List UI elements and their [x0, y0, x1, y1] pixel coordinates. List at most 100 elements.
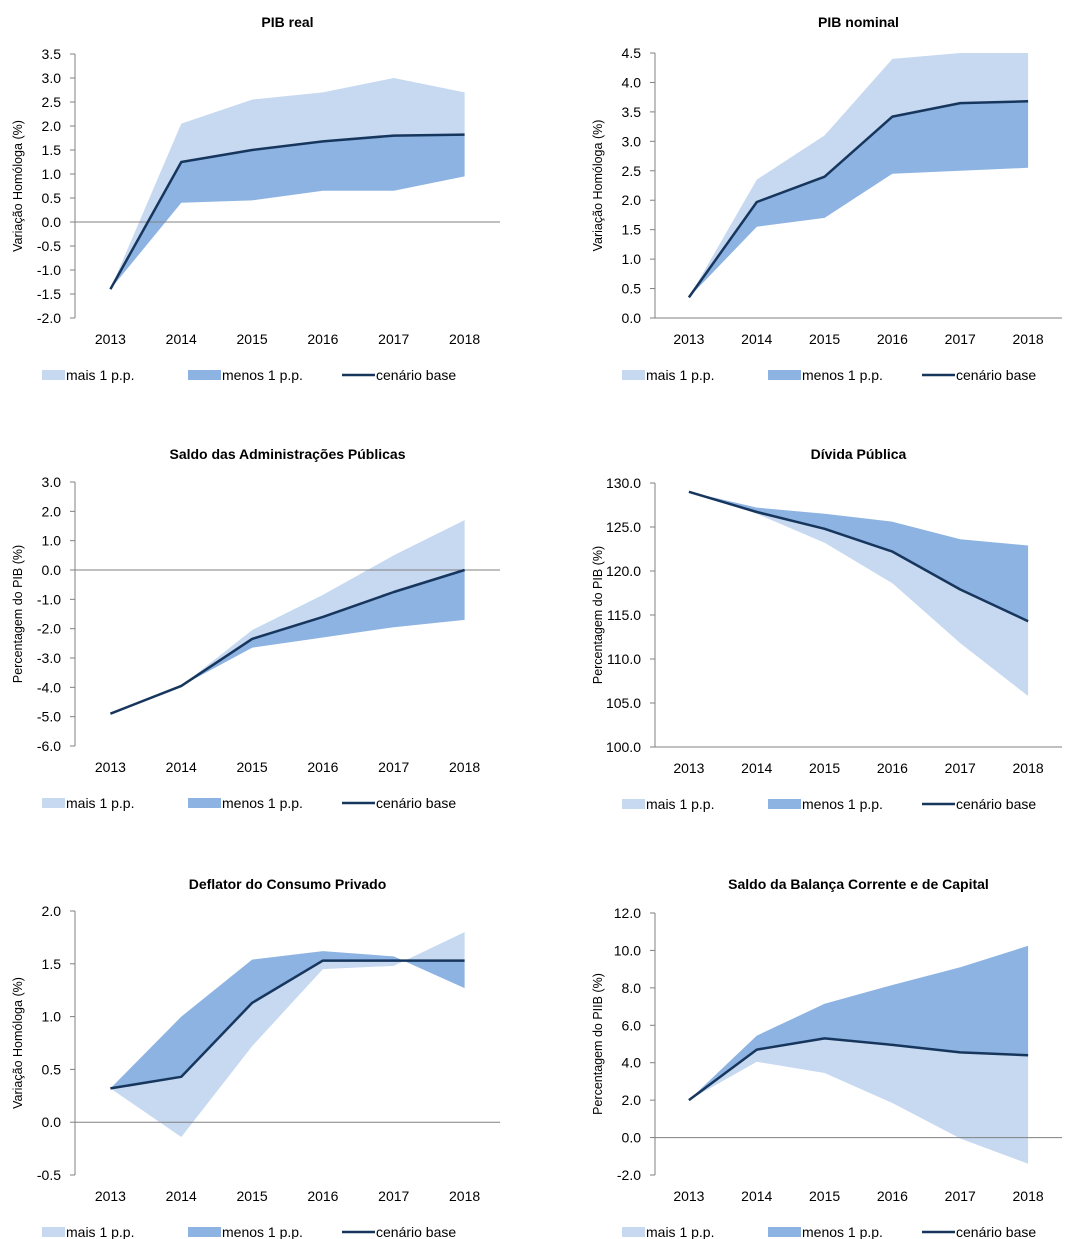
x-tick-label: 2014 — [741, 1188, 772, 1204]
y-tick-label: -6.0 — [37, 738, 61, 754]
x-tick-label: 2015 — [809, 331, 840, 347]
y-axis-label: Percentagem do PIB (%) — [591, 546, 605, 684]
band-mais-1pp — [110, 932, 465, 1137]
band-mais-1pp — [688, 53, 1029, 298]
legend-swatch-menos — [768, 1227, 801, 1237]
legend-swatch-mais — [622, 1227, 645, 1237]
y-tick-label: 0.0 — [622, 310, 642, 326]
y-tick-label: 2.0 — [42, 118, 62, 134]
legend-swatch-menos — [188, 798, 221, 808]
legend-swatch-mais — [42, 798, 65, 808]
y-tick-label: 2.0 — [622, 1092, 642, 1108]
x-tick-label: 2016 — [877, 1188, 908, 1204]
legend-label-mais: mais 1 p.p. — [66, 367, 134, 383]
legend-label-menos: menos 1 p.p. — [802, 796, 883, 812]
x-tick-label: 2017 — [378, 331, 409, 347]
band-menos-1pp — [110, 570, 465, 714]
x-tick-label: 2017 — [945, 1188, 976, 1204]
y-tick-label: 1.0 — [42, 1009, 62, 1025]
y-tick-label: 1.0 — [42, 533, 62, 549]
base-line — [109, 133, 465, 290]
x-tick-label: 2018 — [1013, 331, 1044, 347]
x-tick-label: 2014 — [741, 331, 772, 347]
base-line — [688, 490, 1029, 623]
x-tick-label: 2013 — [95, 759, 126, 775]
y-tick-label: 2.5 — [622, 163, 642, 179]
y-tick-label: 110.0 — [607, 651, 641, 667]
x-tick-label: 2018 — [449, 759, 480, 775]
band-mais-1pp — [110, 520, 465, 714]
y-tick-label: 120.0 — [606, 563, 641, 579]
legend-label-base: cenário base — [376, 795, 456, 811]
y-tick-label: 3.0 — [42, 70, 62, 86]
legend-label-base: cenário base — [956, 796, 1036, 812]
chart-panel-1: 3.5 3.0 2.5 2.0 1.5 1.0 0.5 0.0 -0.5 -1.0 -1.5 -2.0… — [11, 14, 500, 383]
legend-label-menos: menos 1 p.p. — [222, 795, 303, 811]
band-menos-1pp — [110, 951, 465, 1089]
legend-swatch-menos — [768, 799, 801, 809]
y-tick-label: -2.0 — [617, 1167, 641, 1183]
y-tick-label: -0.5 — [37, 238, 61, 254]
y-tick-label: 115.0 — [607, 607, 641, 623]
legend-swatch-mais — [622, 370, 645, 380]
x-tick-label: 2016 — [307, 759, 338, 775]
legend-swatch-mais — [42, 370, 65, 380]
chart-panel-2: 4.5 4.0 3.5 3.0 2.5 2.0 1.5 1.0 0.5 0.0 2013 2014 20… — [591, 14, 1062, 383]
chart-title: Dívida Pública — [811, 446, 907, 462]
y-tick-label: 8.0 — [622, 980, 642, 996]
x-tick-label: 2018 — [449, 1188, 480, 1204]
y-tick-label: 3.0 — [622, 133, 642, 149]
chart-title: Saldo da Balança Corrente e de Capital — [728, 876, 989, 892]
y-tick-label: 2.0 — [42, 903, 62, 919]
legend-label-base: cenário base — [376, 1224, 456, 1239]
x-tick-label: 2013 — [95, 1188, 126, 1204]
legend-swatch-menos — [768, 370, 801, 380]
y-tick-label: 130.0 — [606, 475, 641, 491]
x-tick-label: 2016 — [307, 1188, 338, 1204]
legend-label-menos: menos 1 p.p. — [222, 367, 303, 383]
y-tick-label: 105.0 — [606, 695, 641, 711]
legend-label-base: cenário base — [376, 367, 456, 383]
x-tick-label: 2018 — [1013, 760, 1044, 776]
chart-panel-3: 3.0 2.0 1.0 0.0 -1.0 -2.0 -3.0 -4.0 -5.0 -6.0 2013… — [11, 446, 500, 811]
chart-title: PIB real — [261, 14, 313, 30]
legend-label-base: cenário base — [956, 367, 1036, 383]
y-tick-label: 2.5 — [42, 94, 62, 110]
y-tick-label: -3.0 — [37, 650, 61, 666]
x-tick-label: 2015 — [237, 759, 268, 775]
y-tick-label: -1.5 — [37, 286, 61, 302]
y-tick-label: -2.0 — [37, 310, 61, 326]
chart-panel-6: 12.0 10.0 8.0 6.0 4.0 2.0 0.0 -2.0 2013 2014 2015 2… — [591, 876, 1062, 1239]
legend-swatch-menos — [188, 1227, 221, 1237]
y-tick-label: -0.5 — [37, 1167, 61, 1183]
y-tick-label: 0.5 — [42, 190, 62, 206]
x-tick-label: 2014 — [166, 759, 197, 775]
legend-swatch-mais — [622, 799, 645, 809]
y-tick-label: 0.0 — [42, 562, 62, 578]
legend-label-menos: menos 1 p.p. — [802, 1224, 883, 1239]
legend-label-mais: mais 1 p.p. — [66, 1224, 134, 1239]
chart-title: Deflator do Consumo Privado — [189, 876, 387, 892]
y-tick-label: 6.0 — [622, 1017, 642, 1033]
legend-swatch-mais — [42, 1227, 65, 1237]
x-tick-label: 2014 — [166, 331, 197, 347]
legend-label-mais: mais 1 p.p. — [646, 367, 714, 383]
y-tick-label: 3.0 — [42, 474, 62, 490]
x-tick-label: 2016 — [877, 331, 908, 347]
y-axis-label: Variação Homóloga (%) — [591, 120, 605, 252]
band-mais-1pp — [110, 78, 465, 290]
x-tick-label: 2018 — [449, 331, 480, 347]
base-line — [109, 568, 465, 715]
base-line — [688, 1037, 1029, 1102]
legend-label-menos: menos 1 p.p. — [222, 1224, 303, 1239]
y-tick-label: 1.5 — [622, 222, 642, 238]
y-tick-label: 0.5 — [622, 281, 642, 297]
x-tick-label: 2017 — [945, 760, 976, 776]
y-tick-label: -5.0 — [37, 709, 61, 725]
x-tick-label: 2017 — [945, 331, 976, 347]
y-axis-label: Variação Homóloga (%) — [11, 977, 25, 1109]
y-axis-label: Percentagem do PIIB (%) — [591, 973, 605, 1115]
chart-title: Saldo das Administrações Públicas — [169, 446, 405, 462]
